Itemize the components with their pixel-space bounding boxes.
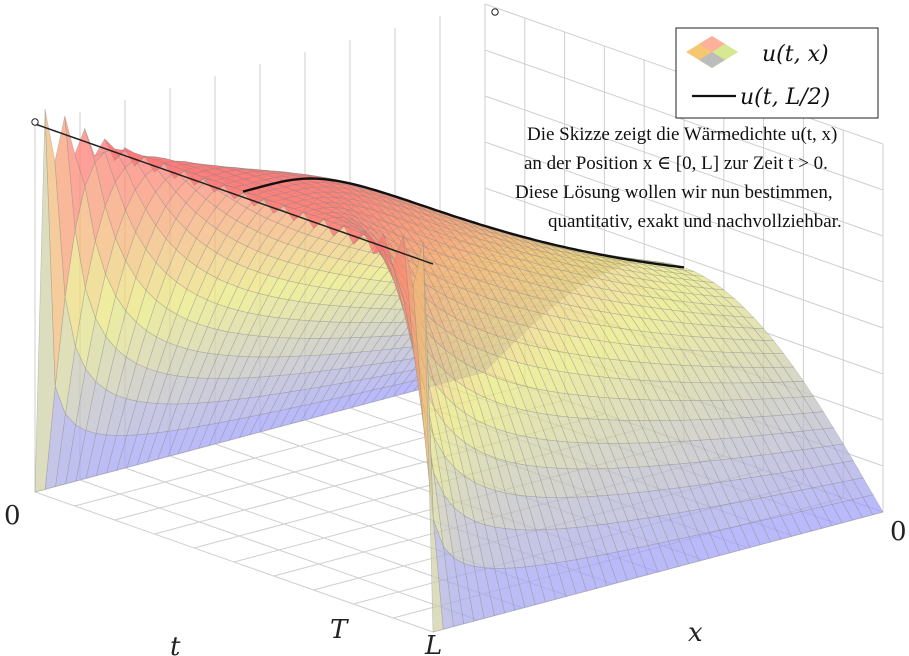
- surface-patch: [565, 559, 587, 595]
- grid-line: [484, 141, 884, 283]
- grid-line: [484, 49, 884, 191]
- surface-patch: [811, 506, 833, 529]
- surface-patch: [422, 242, 444, 633]
- surface-patch: [862, 494, 884, 516]
- t-tick-zero: 0: [4, 501, 21, 531]
- x-tick-L: L: [424, 631, 442, 656]
- annotation-line-2: an der Position x ∈ [0, L] zur Zeit t > …: [524, 153, 828, 174]
- surface-patch: [657, 540, 679, 570]
- midline-curve-layer: [31, 8, 685, 269]
- surface-patch: [678, 536, 700, 565]
- corner-marker: [31, 118, 39, 126]
- annotation-line-3: Diese Lösung wollen wir nun bestimmen,: [515, 182, 833, 203]
- midpoint-curve: [242, 177, 685, 269]
- surface-mesh: [34, 109, 884, 633]
- surface-patch: [627, 547, 649, 578]
- t-tick-T: T: [330, 615, 349, 645]
- surface-patch: [749, 520, 771, 546]
- axis-labels: 0 t T L x 0: [4, 501, 907, 656]
- surface-patch: [719, 527, 741, 554]
- surface-patch: [821, 504, 843, 526]
- surface-patch: [801, 508, 823, 532]
- initial-condition-edge: [34, 123, 434, 265]
- surface-patch: [739, 522, 761, 548]
- surface-patch: [606, 551, 628, 584]
- surface-patch: [555, 560, 577, 597]
- surface-patch: [504, 567, 526, 611]
- corner-marker: [491, 8, 499, 16]
- legend: u(t, x) u(t, L/2): [675, 27, 879, 119]
- surface-patch: [545, 562, 567, 600]
- t-axis-label: t: [170, 632, 181, 656]
- surface-patch: [780, 513, 802, 537]
- surface-patch: [708, 529, 731, 556]
- x-axis-label: x: [688, 618, 703, 648]
- surface-patch: [688, 534, 710, 562]
- legend-surface-label: u(t, x): [762, 42, 829, 67]
- surface-patch: [473, 566, 495, 619]
- surface-patch: [668, 538, 690, 567]
- annotation-line-4: quantitativ, exakt und nachvollziehbar.: [548, 211, 842, 232]
- surface-patch: [760, 518, 782, 543]
- surface-patch: [524, 565, 546, 606]
- grid-line: [484, 187, 884, 329]
- annotation-block: Die Skizze zeigt die Wärmedichte u(t, x)…: [515, 124, 842, 232]
- surface-swatch-icon: [686, 36, 738, 68]
- grid-line: [484, 95, 884, 237]
- surface-patch: [770, 515, 792, 540]
- surface-patch: [514, 566, 536, 608]
- surface-patch: [831, 501, 853, 524]
- surface-patch: [790, 511, 812, 535]
- surface-patch: [647, 543, 669, 573]
- surface-patch: [617, 549, 638, 581]
- surface-patch: [852, 496, 874, 518]
- surface-patch: [463, 563, 485, 622]
- x-tick-zero: 0: [890, 517, 907, 547]
- surface-patch: [576, 557, 597, 592]
- legend-line-label: u(t, L/2): [740, 85, 830, 110]
- annotation-line-1: Die Skizze zeigt die Wärmedichte u(t, x): [527, 124, 837, 145]
